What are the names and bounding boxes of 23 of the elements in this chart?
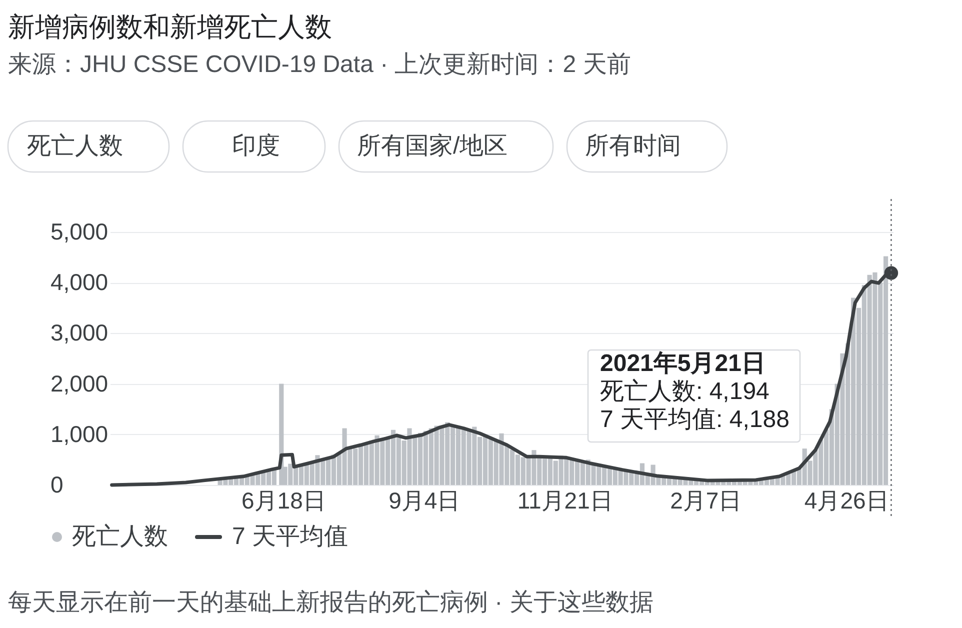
y-tick-label: 5,000	[50, 218, 108, 244]
legend-label: 7 天平均值	[232, 523, 348, 550]
text: 每天显示在前一天的基础上新报告的死亡病例 · 关于这些数据	[8, 589, 654, 616]
text: 所有时间	[585, 132, 681, 160]
x-tick-label: 9月4日	[388, 488, 460, 514]
annotation: 7 天平均值: 4,188	[600, 406, 790, 433]
y-tick-label: 0	[50, 472, 64, 498]
chart-title: 新增病例数和新增死亡人数	[8, 12, 332, 42]
x-tick-label: 11月21日	[517, 488, 613, 514]
text: 死亡人数	[27, 132, 123, 160]
x-tick-label: 6月18日	[242, 488, 326, 514]
text: 所有国家/地区	[357, 132, 508, 160]
chart-subtitle: 来源：JHU CSSE COVID-19 Data · 上次更新时间：2 天前	[8, 51, 631, 78]
x-tick-label: 2月7日	[670, 488, 742, 514]
annotation: 2021年5月21日	[600, 350, 766, 377]
x-tick-label: 4月26日	[804, 488, 889, 514]
y-tick-label: 4,000	[50, 269, 108, 296]
y-tick-label: 1,000	[50, 420, 108, 447]
annotation: 死亡人数: 4,194	[600, 378, 770, 405]
legend-label: 死亡人数	[72, 523, 168, 550]
y-tick-label: 2,000	[50, 370, 108, 396]
y-tick-label: 3,000	[50, 320, 108, 346]
text: 印度	[232, 132, 280, 160]
